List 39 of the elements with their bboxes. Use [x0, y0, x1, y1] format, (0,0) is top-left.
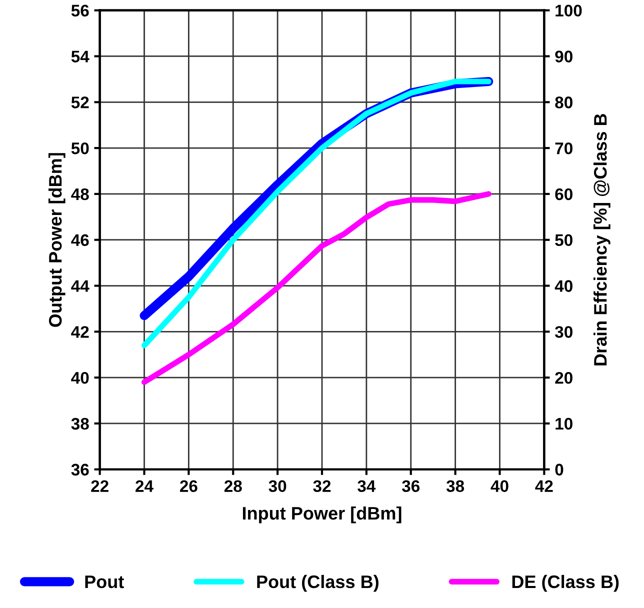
- x-tick-label: 30: [268, 480, 286, 492]
- y2-tick-label: 10: [556, 418, 572, 430]
- y-tick-label: 48: [71, 188, 89, 200]
- y2-tick-label: 0: [555, 464, 564, 476]
- x-tick-label: 28: [224, 480, 242, 492]
- y-tick-label: 38: [71, 418, 89, 430]
- x-tick-label: 36: [402, 480, 420, 492]
- y-tick-label: 52: [71, 96, 89, 108]
- y-tick-label: 40: [71, 372, 89, 384]
- x-tick-label: 24: [136, 480, 154, 492]
- y2-tick-label: 80: [555, 96, 572, 108]
- legend-label: Pout: [85, 576, 124, 588]
- x-tick-label: 34: [358, 480, 376, 492]
- y-tick-label: 36: [71, 464, 89, 476]
- x-tick-label: 22: [91, 480, 108, 492]
- y-tick-label: 50: [71, 142, 89, 154]
- y-axis-title: Output Power [dBm]: [48, 153, 66, 327]
- y2-axis-title: Drain Effciency [%] @Class B: [594, 114, 610, 366]
- y2-tick-label: 40: [554, 280, 572, 292]
- legend-label: DE (Class B): [512, 574, 619, 592]
- y2-tick-label: 90: [555, 50, 572, 62]
- x-tick-label: 26: [180, 480, 198, 492]
- y-tick-label: 44: [71, 280, 90, 292]
- y2-tick-label: 50: [555, 234, 572, 246]
- x-tick-label: 40: [490, 480, 508, 492]
- x-axis-title: Input Power [dBm]: [242, 506, 402, 524]
- y-tick-label: 56: [71, 4, 89, 17]
- y-tick-label: 54: [71, 50, 90, 62]
- y-tick-label: 42: [71, 326, 89, 338]
- y-tick-label: 46: [71, 234, 89, 246]
- y2-tick-label: 70: [555, 142, 572, 154]
- legend-label: Pout (Class B): [257, 574, 378, 592]
- y2-tick-label: 60: [555, 188, 572, 200]
- x-tick-label: 42: [535, 480, 553, 492]
- x-tick-label: 32: [313, 480, 331, 492]
- y2-tick-label: 30: [554, 326, 572, 338]
- y2-tick-label: 100: [556, 4, 582, 17]
- x-tick-label: 38: [446, 480, 464, 492]
- y2-tick-label: 20: [555, 372, 572, 384]
